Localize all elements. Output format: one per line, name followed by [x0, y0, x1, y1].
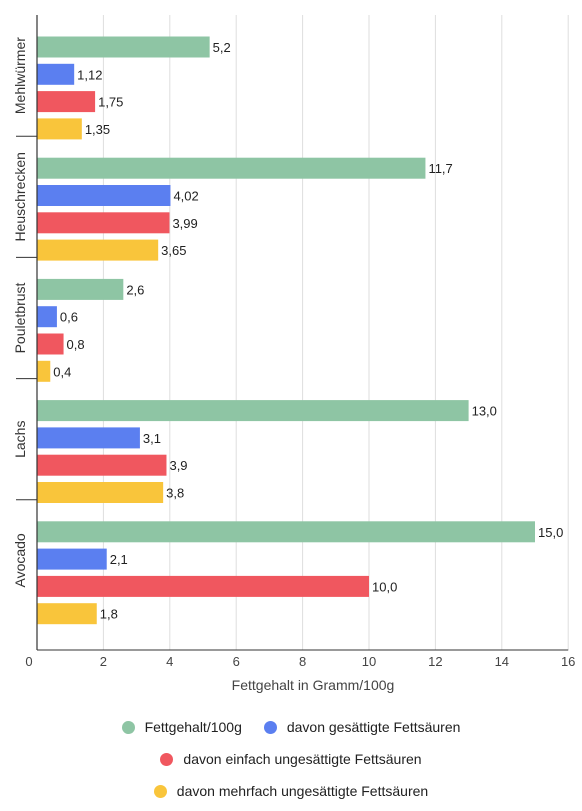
legend-row-2: davon einfach ungesättigte Fettsäuren — [0, 751, 582, 767]
legend-item-mehrfach: davon mehrfach ungesättigte Fettsäuren — [153, 783, 429, 799]
data-label: 3,65 — [161, 243, 186, 258]
x-tick-label: 2 — [100, 654, 107, 669]
bar — [37, 118, 82, 140]
data-label: 2,1 — [110, 552, 128, 567]
x-axis-label: Fettgehalt in Gramm/100g — [232, 677, 395, 693]
y-category-label: Mehlwürmer — [12, 37, 28, 114]
legend-marker — [160, 752, 174, 766]
x-tick-label: 16 — [561, 654, 575, 669]
bar — [37, 278, 124, 300]
bar — [37, 575, 369, 597]
data-label: 5,2 — [213, 40, 231, 55]
legend-item-fettgehalt: Fettgehalt/100g — [121, 719, 242, 735]
data-label: 3,9 — [169, 458, 187, 473]
bar — [37, 333, 64, 355]
data-label: 1,75 — [98, 95, 123, 110]
data-label: 15,0 — [538, 525, 563, 540]
bar — [37, 482, 164, 503]
x-tick-label: 14 — [495, 654, 509, 669]
data-label: 11,7 — [428, 161, 452, 176]
y-category-label: Heuschrecken — [12, 152, 28, 242]
data-label: 0,4 — [53, 364, 71, 379]
bar — [37, 454, 167, 476]
bar — [37, 91, 96, 113]
legend-row-3: davon mehrfach ungesättigte Fettsäuren — [0, 783, 582, 799]
x-tick-label: 8 — [299, 654, 306, 669]
bar — [37, 239, 159, 261]
bar — [37, 427, 140, 449]
bar — [37, 548, 107, 570]
y-category-label: Pouletbrust — [12, 282, 28, 353]
legend-marker — [263, 720, 277, 734]
legend-marker — [153, 784, 167, 798]
bar — [37, 157, 426, 179]
x-tick-label: 12 — [428, 654, 442, 669]
data-label: 3,8 — [166, 486, 184, 501]
x-tick-label: 10 — [362, 654, 376, 669]
bar — [37, 360, 51, 382]
bar — [37, 212, 170, 234]
data-label: 1,8 — [100, 607, 118, 622]
bar — [37, 36, 210, 58]
y-category-label: Avocado — [12, 533, 28, 587]
bar — [37, 185, 171, 206]
legend-item-einfach: davon einfach ungesättigte Fettsäuren — [160, 751, 422, 767]
legend-row-1: Fettgehalt/100g davon gesättigte Fettsäu… — [0, 719, 582, 735]
legend-label: davon gesättigte Fettsäuren — [286, 719, 461, 735]
data-label: 4,02 — [173, 189, 198, 204]
bar-chart: 5,2 1,12 1,75 1,35 11,7 4,02 3,99 3,65 2,6 0,6 0,8… — [12, 15, 575, 693]
grid-lines — [16, 15, 569, 650]
legend-marker — [121, 720, 135, 734]
bar — [37, 306, 57, 328]
bar — [37, 521, 535, 543]
data-label: 3,99 — [172, 216, 197, 231]
x-tick-label: 0 — [25, 654, 32, 669]
data-label: 1,12 — [77, 67, 102, 82]
legend-label: Fettgehalt/100g — [144, 719, 242, 735]
data-label: 0,6 — [60, 310, 78, 325]
bars: 5,2 1,12 1,75 1,35 11,7 4,02 3,99 3,65 2,6 0,6 0,8… — [37, 36, 563, 625]
x-tick-label: 6 — [233, 654, 240, 669]
data-label: 0,8 — [67, 337, 85, 352]
data-label: 1,35 — [85, 122, 110, 137]
bar — [37, 603, 97, 625]
data-label: 13,0 — [472, 404, 497, 419]
legend-label: davon einfach ungesättigte Fettsäuren — [183, 751, 422, 767]
legend-item-gesaettigte: davon gesättigte Fettsäuren — [263, 719, 461, 735]
data-label: 10,0 — [372, 579, 397, 594]
axes: 0 2 4 6 8 10 12 14 16 Mehlwürmer Heuschrecken Poule… — [12, 15, 575, 669]
y-category-label: Lachs — [12, 421, 28, 458]
x-tick-label: 4 — [166, 654, 173, 669]
legend-label: davon mehrfach ungesättigte Fettsäuren — [176, 783, 429, 799]
bar — [37, 400, 469, 422]
data-label: 2,6 — [126, 282, 144, 297]
data-label: 3,1 — [143, 431, 161, 446]
bar — [37, 63, 75, 85]
